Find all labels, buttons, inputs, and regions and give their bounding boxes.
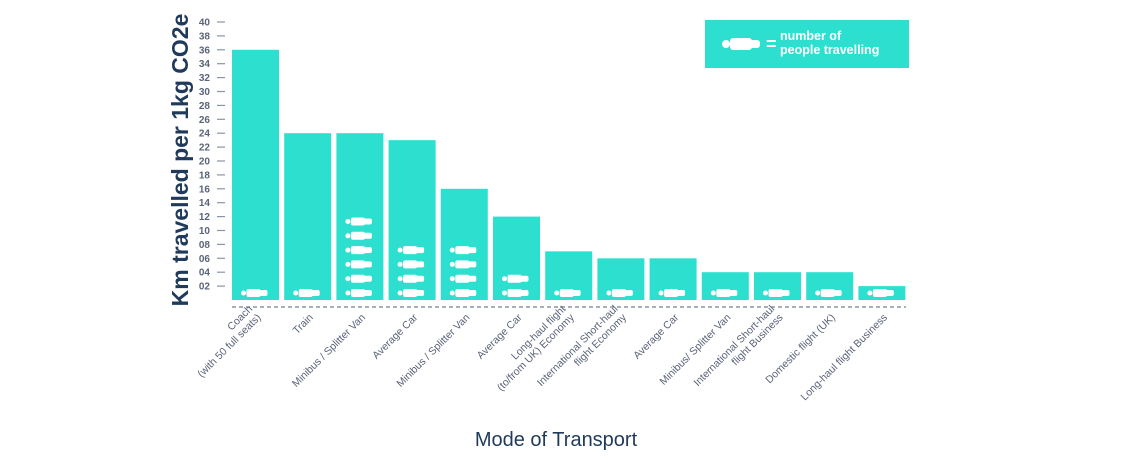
bar	[493, 216, 540, 300]
y-tick-label: 30	[199, 87, 211, 98]
y-tick-label: 06	[199, 254, 211, 265]
y-tick-label: 20	[199, 157, 211, 168]
person-icon	[658, 289, 686, 297]
person-icon	[449, 274, 477, 283]
person-icon	[449, 260, 477, 269]
x-tick-label: Coach(with 50 full seats)	[187, 303, 264, 380]
person-icon	[293, 289, 320, 297]
legend-text-line1: number of	[780, 29, 842, 43]
x-tick-label: Train	[291, 312, 316, 337]
person-icon	[345, 231, 372, 240]
y-axis-title: Km travelled per 1kg CO2e	[167, 14, 193, 307]
person-icon	[710, 289, 738, 297]
legend-text-line2: people travelling	[780, 43, 879, 57]
person-icon	[449, 289, 477, 297]
bars	[232, 49, 906, 300]
y-axis: 02 04 06 08 10 12 14 16 18 20 22 24 26 28 30 32 34 36 38 40	[199, 18, 225, 293]
y-tick-label: 04	[199, 268, 211, 279]
person-icon	[241, 289, 268, 297]
person-icon	[397, 289, 425, 297]
bar	[388, 140, 436, 300]
y-tick-label: 26	[199, 115, 211, 126]
person-icon	[345, 260, 372, 269]
x-tick-label: Average Car	[370, 311, 420, 361]
person-icon	[345, 289, 372, 297]
y-tick-label: 36	[199, 45, 211, 56]
bar	[440, 188, 488, 300]
y-tick-label: 38	[199, 31, 211, 42]
y-tick-label: 24	[199, 129, 211, 140]
person-icon	[449, 246, 477, 255]
y-tick-label: 32	[199, 73, 211, 84]
person-icon	[867, 289, 894, 297]
person-icon	[502, 274, 529, 283]
y-tick-label: 12	[199, 212, 211, 223]
y-tick-label: 22	[199, 143, 211, 154]
person-icon	[345, 217, 372, 226]
person-icon	[606, 289, 633, 297]
y-tick-label: 16	[199, 184, 211, 195]
x-axis-title: Mode of Transport	[475, 429, 638, 451]
legend: = number of people travelling	[705, 20, 909, 68]
bar	[336, 133, 384, 300]
person-icon	[722, 38, 760, 50]
y-tick-label: 10	[199, 226, 211, 237]
bar	[232, 49, 279, 300]
x-tick-label: Average Car	[631, 311, 681, 361]
legend-equals: =	[766, 34, 777, 54]
y-tick-label: 14	[199, 198, 211, 209]
y-tick-label: 28	[199, 101, 211, 112]
person-icon	[345, 274, 372, 283]
person-icon	[502, 289, 529, 297]
person-icon	[815, 289, 842, 297]
person-icon	[763, 289, 790, 297]
person-icon	[397, 246, 425, 255]
person-icon	[554, 289, 581, 297]
x-tick-label: Long-haul flight Business	[799, 312, 890, 403]
y-tick-label: 02	[199, 282, 211, 293]
person-icon	[345, 246, 372, 255]
y-tick-label: 40	[199, 18, 211, 29]
y-tick-label: 34	[199, 59, 211, 70]
y-tick-label: 08	[199, 240, 211, 251]
person-icon	[397, 260, 425, 269]
person-icon	[397, 274, 425, 283]
bar	[284, 133, 332, 300]
x-tick-label: Long-haul flight(to/from UK) Economy	[486, 303, 577, 394]
y-tick-label: 18	[199, 170, 211, 181]
